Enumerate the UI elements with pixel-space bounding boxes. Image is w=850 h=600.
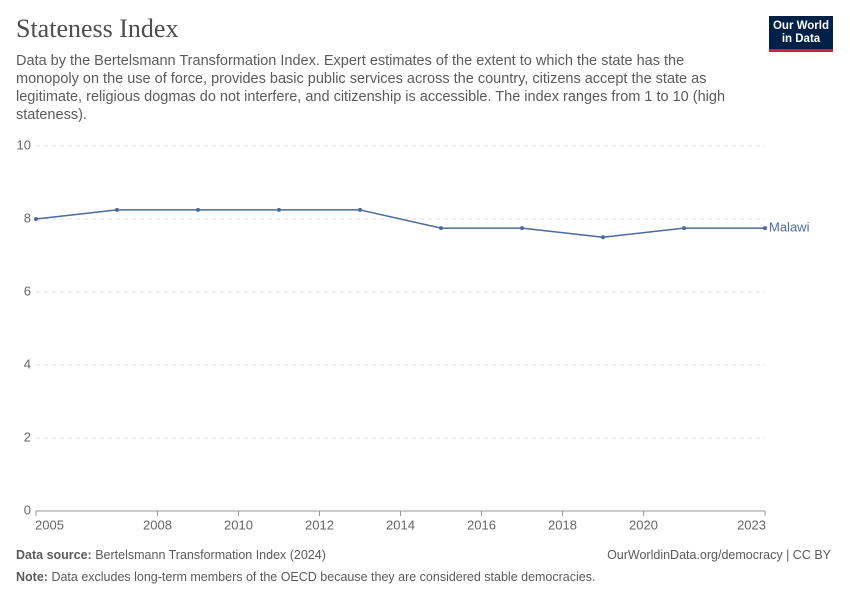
note: Note: Data excludes long-term members of… (16, 570, 595, 584)
chart-subtitle: Data by the Bertelsmann Transformation I… (16, 53, 726, 123)
note-label: Note: (16, 570, 48, 584)
x-tick-label: 2023 (737, 517, 766, 532)
marker (763, 226, 767, 231)
marker (439, 226, 443, 231)
logo-text: in Data (781, 33, 821, 45)
y-tick-label: 0 (24, 502, 31, 517)
marker (277, 207, 281, 212)
line (35, 209, 765, 239)
x-tick-label: 2012 (305, 517, 334, 532)
y-tick-label: 4 (24, 356, 31, 371)
chart-title: Stateness Index (16, 14, 179, 43)
marker (196, 207, 200, 212)
marker (682, 226, 686, 231)
y-tick-label: 2 (24, 429, 31, 444)
series-label: Malawi (769, 220, 810, 235)
marker (601, 235, 605, 240)
marker (34, 217, 38, 221)
marker (358, 207, 362, 212)
marker (520, 226, 524, 231)
x-tick-label: 2010 (224, 517, 253, 532)
source-label: Data source: (16, 548, 92, 562)
y-tick-label: 6 (24, 283, 31, 298)
x-tick-label: 2014 (386, 517, 415, 532)
x-tick-label: 2005 (35, 517, 64, 532)
source: Data source: Bertelsmann Transformation … (16, 548, 326, 562)
x-tick-label: 2018 (548, 517, 577, 532)
note-text: Data excludes long-term members of the O… (51, 570, 596, 584)
x-tick-label: 2016 (467, 517, 496, 532)
y-tick-label: 8 (24, 210, 31, 225)
marker (115, 207, 119, 212)
y-tick-label: 10 (17, 137, 31, 152)
logo[interactable]: Our World in Data (769, 16, 833, 52)
source-link[interactable]: OurWorldinData.org/democracy | CC BY (607, 548, 831, 562)
logo-text: Our World (772, 20, 829, 32)
x-tick-label: 2008 (143, 517, 172, 532)
source-text: Bertelsmann Transformation Index (2024) (95, 548, 326, 562)
x-tick-label: 2020 (629, 517, 658, 532)
